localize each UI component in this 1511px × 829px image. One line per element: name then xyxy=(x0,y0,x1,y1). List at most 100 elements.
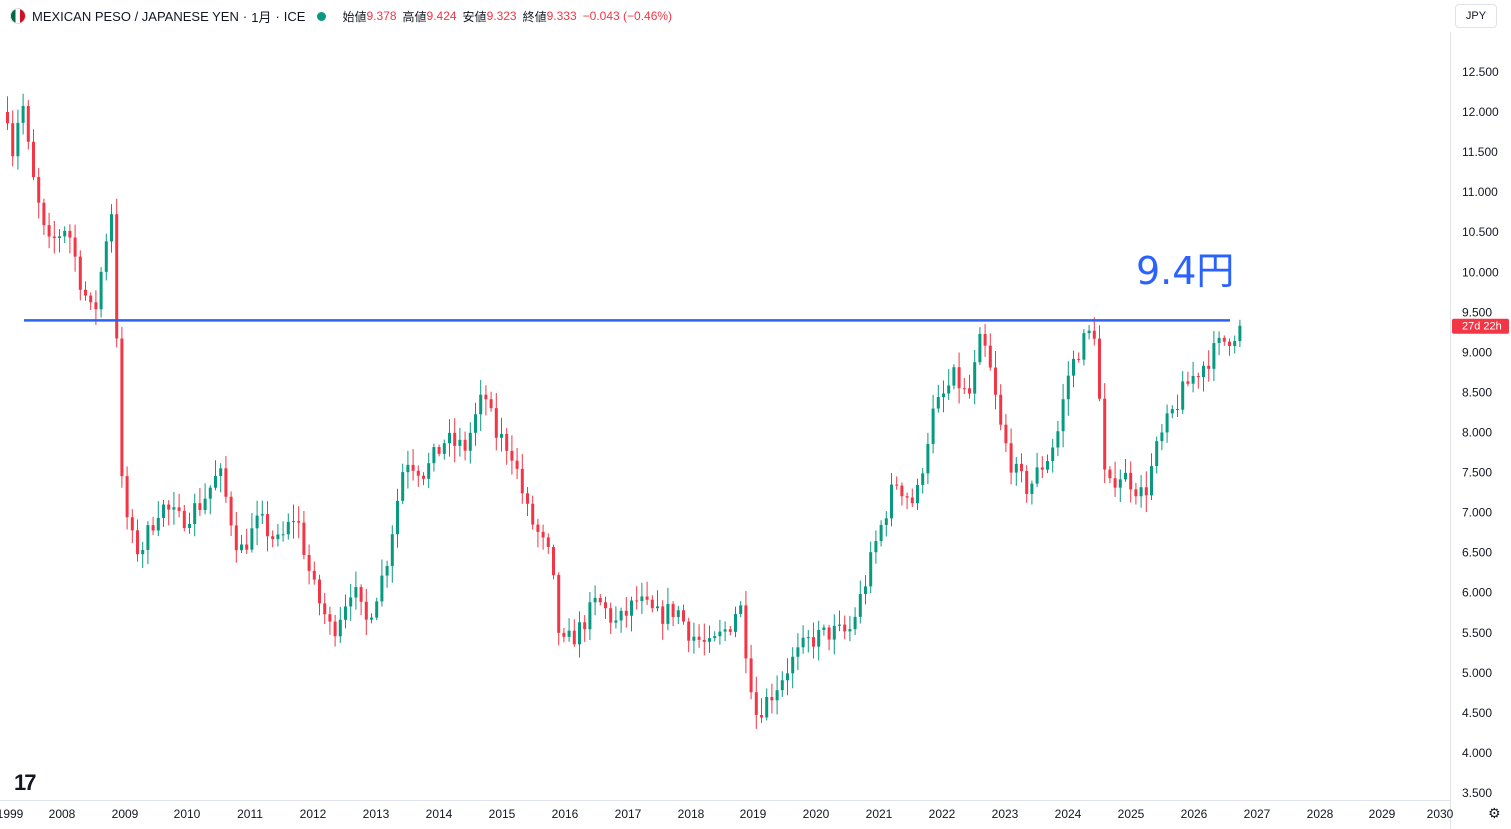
candle-body xyxy=(624,610,628,616)
candle-body xyxy=(47,225,51,237)
candle-body xyxy=(1025,471,1029,494)
candle-body xyxy=(125,476,129,518)
candle-body xyxy=(479,394,483,415)
candle-body xyxy=(728,629,732,632)
candle-body xyxy=(255,515,259,529)
candle-body xyxy=(546,537,550,547)
annotation-label[interactable]: 9.4円 xyxy=(1136,249,1234,293)
candle-body xyxy=(214,475,217,488)
candle-body xyxy=(895,484,899,486)
candle-body xyxy=(219,468,223,476)
candle-body xyxy=(1228,341,1231,346)
candle-body xyxy=(1061,399,1065,432)
candle-body xyxy=(188,523,191,528)
candle-body xyxy=(957,367,961,389)
candle-body xyxy=(1191,375,1195,384)
y-tick-label: 8.500 xyxy=(1462,385,1492,399)
candle-body xyxy=(1030,483,1034,494)
candle-body xyxy=(115,214,119,339)
candle-body xyxy=(848,629,852,632)
candle-body xyxy=(162,504,165,518)
candle-body xyxy=(562,632,566,637)
candle-body xyxy=(58,236,61,238)
candle-body xyxy=(1066,375,1070,400)
candle-body xyxy=(312,570,316,580)
candle-body xyxy=(1051,447,1055,462)
x-tick-label: 2015 xyxy=(489,807,516,821)
close-label: 終値 xyxy=(522,9,547,24)
x-tick-label: 2022 xyxy=(929,807,956,821)
candle-body xyxy=(645,596,649,600)
candle-body xyxy=(52,236,56,238)
y-tick-label: 7.500 xyxy=(1462,466,1492,480)
candle-body xyxy=(245,544,249,550)
candle-body xyxy=(838,624,841,626)
candle-body xyxy=(437,447,441,454)
candle-body xyxy=(900,485,904,497)
candle-body xyxy=(510,450,514,461)
x-tick-label: 2020 xyxy=(803,807,830,821)
candle-body xyxy=(739,605,743,615)
candle-body xyxy=(609,608,613,623)
candle-body xyxy=(120,338,124,477)
candle-body xyxy=(167,504,171,510)
currency-button[interactable]: JPY xyxy=(1455,4,1497,28)
candle-body xyxy=(687,621,691,641)
y-tick-label: 4.500 xyxy=(1462,706,1492,720)
candle-body xyxy=(604,602,607,609)
candle-body xyxy=(718,631,722,637)
candle-body xyxy=(827,627,831,640)
candle-body xyxy=(968,388,971,394)
candle-body xyxy=(1217,337,1221,344)
candle-body xyxy=(1098,338,1101,399)
exchange-label: ICE xyxy=(283,8,306,24)
candle-body xyxy=(713,636,717,639)
candle-body xyxy=(1087,330,1091,334)
candle-body xyxy=(286,521,290,535)
open-value: 9.378 xyxy=(366,9,397,23)
candle-body xyxy=(843,624,847,632)
last-price-badge xyxy=(1452,318,1509,334)
candle-body xyxy=(994,367,997,395)
symbol-name[interactable]: MEXICAN PESO / JAPANESE YEN xyxy=(32,8,239,24)
candle-body xyxy=(1150,466,1153,496)
interval-label[interactable]: 1月 xyxy=(251,9,272,25)
candle-body xyxy=(234,525,238,551)
candle-body xyxy=(505,433,509,451)
candle-body xyxy=(1046,461,1049,470)
y-tick-label: 7.000 xyxy=(1462,506,1492,520)
x-tick-label: 2021 xyxy=(866,807,893,821)
candle-body xyxy=(864,586,867,594)
candle-body xyxy=(812,637,815,647)
y-tick-label: 11.000 xyxy=(1462,185,1498,199)
y-tick-label: 5.000 xyxy=(1462,666,1492,680)
candle-body xyxy=(1233,341,1237,346)
candle-body xyxy=(136,530,139,555)
candle-body xyxy=(1144,487,1148,496)
candle-body xyxy=(905,496,909,498)
candle-body xyxy=(536,524,540,532)
candle-body xyxy=(999,394,1003,425)
x-tick-label: 2030 xyxy=(1427,807,1454,821)
candle-body xyxy=(1207,365,1211,369)
candle-body xyxy=(910,497,914,504)
candle-body xyxy=(874,541,878,553)
tradingview-logo[interactable]: 17 xyxy=(14,770,37,795)
candle-body xyxy=(630,600,633,616)
candle-body xyxy=(552,546,555,576)
x-tick-label: 2026 xyxy=(1181,807,1208,821)
low-label: 安値 xyxy=(462,9,487,24)
mexico-flag-icon xyxy=(10,8,26,24)
candle-body xyxy=(380,575,384,602)
candle-body xyxy=(1113,478,1117,488)
candle-body xyxy=(916,484,919,504)
candle-body xyxy=(432,447,436,464)
candle-body xyxy=(401,472,405,501)
gear-icon[interactable]: ⚙ xyxy=(1488,805,1501,821)
candle-body xyxy=(1186,381,1190,384)
x-tick-label: 2013 xyxy=(363,807,390,821)
candle-body xyxy=(63,230,67,237)
x-tick-label: 2029 xyxy=(1369,807,1396,821)
candle-body xyxy=(32,141,35,178)
